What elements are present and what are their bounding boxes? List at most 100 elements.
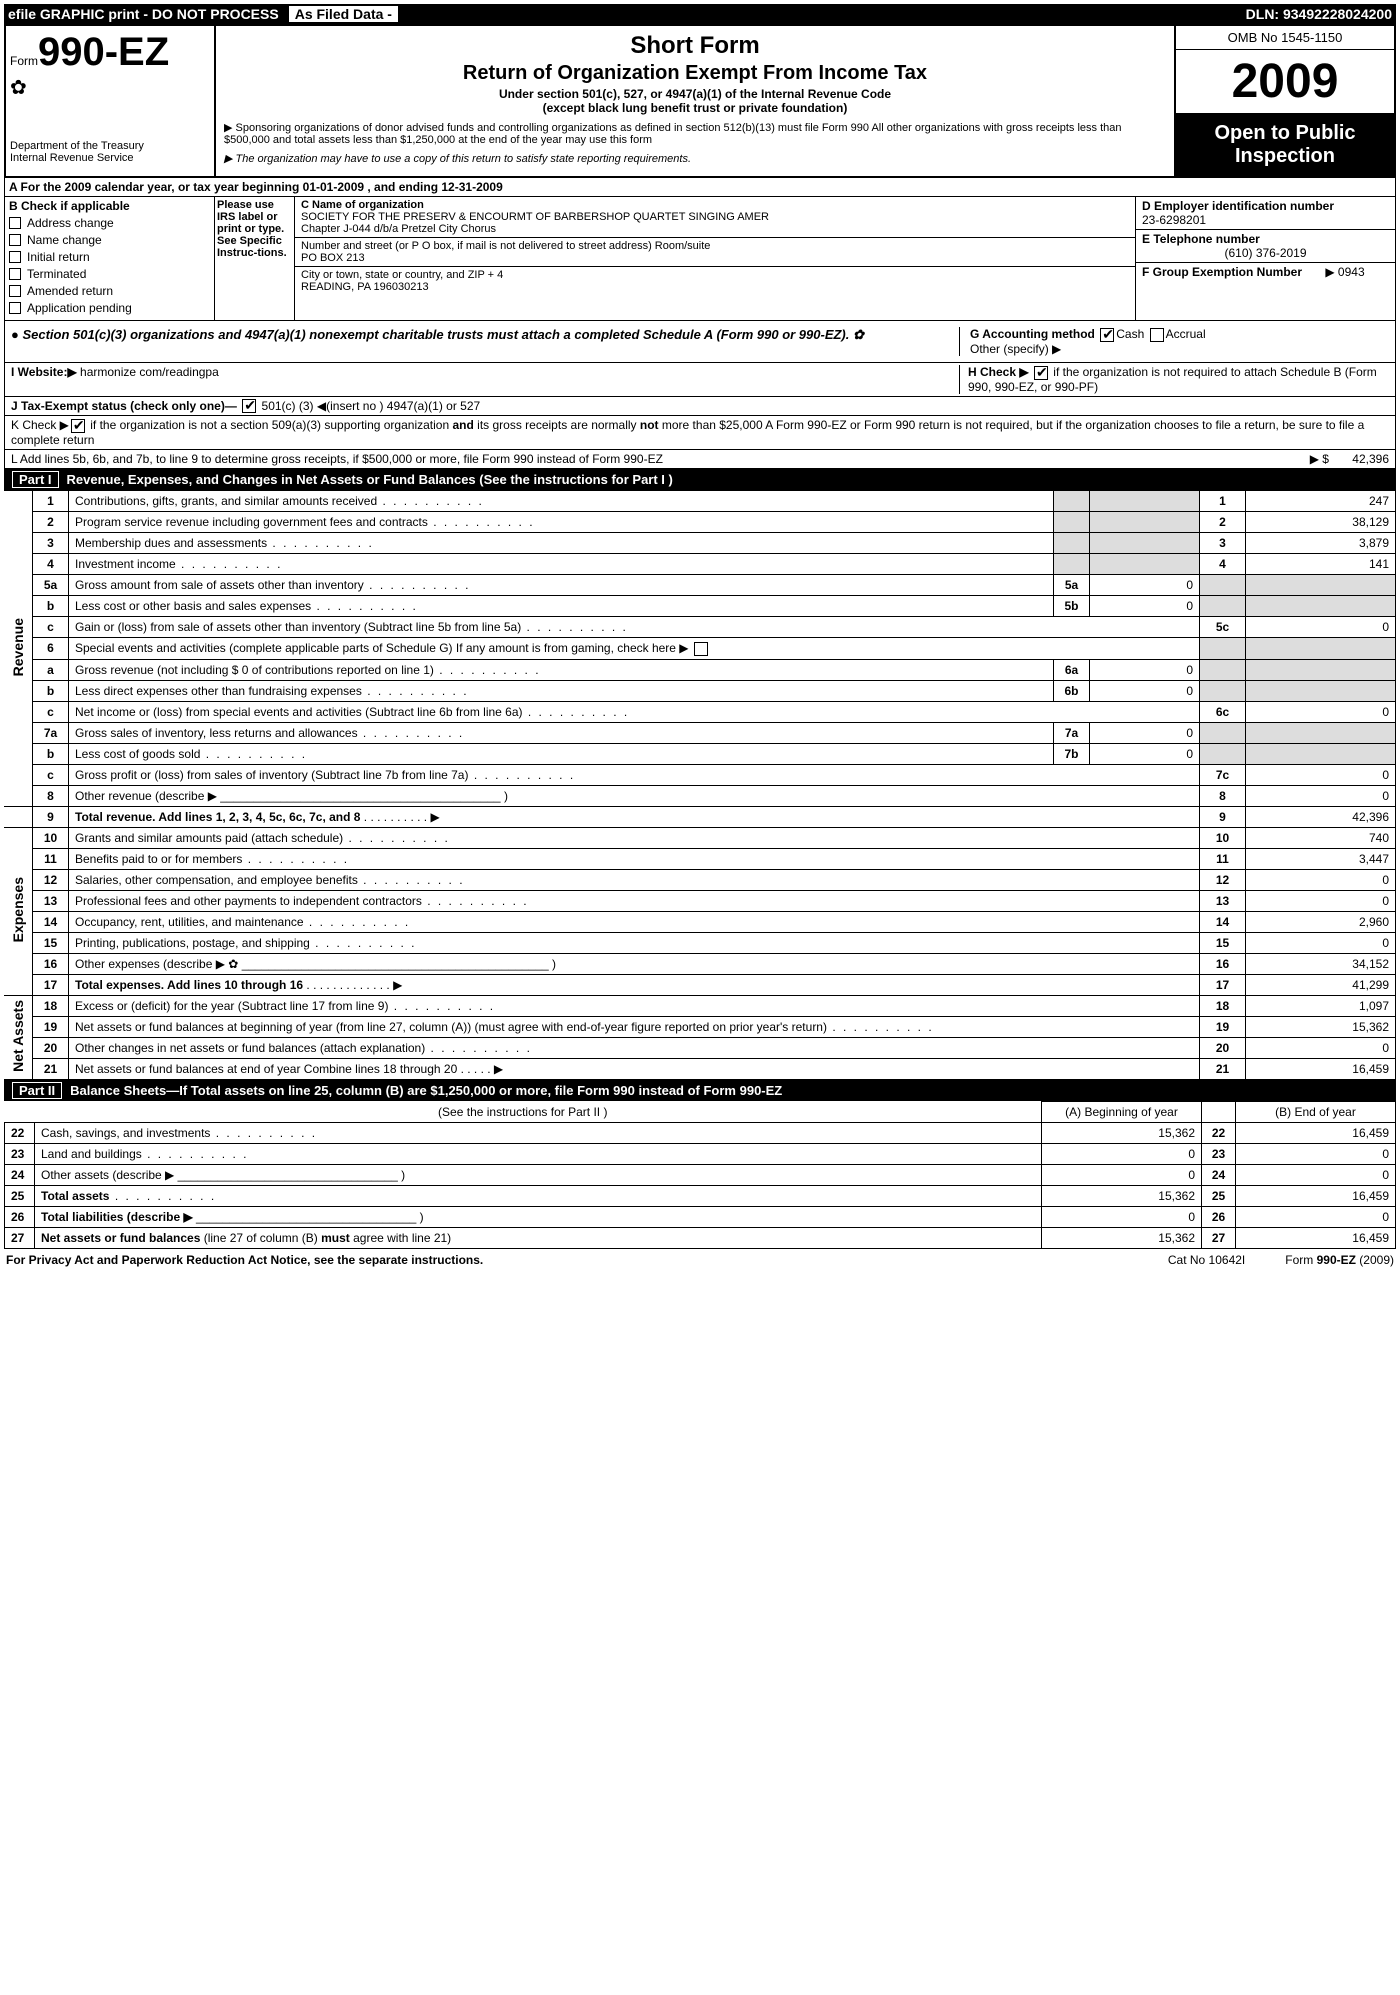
l1-desc: Contributions, gifts, grants, and simila… xyxy=(69,491,1054,512)
chk-name[interactable]: Name change xyxy=(9,233,210,247)
bal-row-26: 26Total liabilities (describe ▶ ________… xyxy=(5,1207,1396,1228)
g-label: G Accounting method xyxy=(970,327,1095,341)
l18-desc: Excess or (deficit) for the year (Subtra… xyxy=(69,996,1200,1017)
l16-val: 34,152 xyxy=(1246,954,1396,975)
l9-desc: Total revenue. Add lines 1, 2, 3, 4, 5c,… xyxy=(69,807,1200,828)
schedule-row: ● Section 501(c)(3) organizations and 49… xyxy=(4,321,1396,363)
col-irs-instr: Please use IRS label or print or type. S… xyxy=(215,197,295,320)
l13-val: 0 xyxy=(1246,891,1396,912)
l13-desc: Professional fees and other payments to … xyxy=(69,891,1200,912)
l5a-desc: Gross amount from sale of assets other t… xyxy=(69,575,1054,596)
l7b-desc: Less cost of goods sold xyxy=(69,744,1054,765)
l19-desc: Net assets or fund balances at beginning… xyxy=(69,1017,1200,1038)
chk-initial[interactable]: Initial return xyxy=(9,250,210,264)
l7c-desc: Gross profit or (loss) from sales of inv… xyxy=(69,765,1200,786)
chk-terminated[interactable]: Terminated xyxy=(9,267,210,281)
col-b: B Check if applicable Address change Nam… xyxy=(5,197,215,320)
l11-val: 3,447 xyxy=(1246,849,1396,870)
chk-address[interactable]: Address change xyxy=(9,216,210,230)
title-section: Form990-EZ ✿ Department of the Treasury … xyxy=(4,24,1396,178)
l21-desc: Net assets or fund balances at end of ye… xyxy=(69,1059,1200,1080)
street-label: Number and street (or P O box, if mail i… xyxy=(301,240,1129,252)
col-b-title: B Check if applicable xyxy=(9,199,210,213)
chk-amended[interactable]: Amended return xyxy=(9,284,210,298)
l17-val: 41,299 xyxy=(1246,975,1396,996)
l5a-val: 0 xyxy=(1090,575,1200,596)
form-id-box: Form990-EZ ✿ Department of the Treasury … xyxy=(6,26,216,176)
l20-val: 0 xyxy=(1246,1038,1396,1059)
irs-label: Internal Revenue Service xyxy=(10,152,210,164)
chk-accrual[interactable] xyxy=(1150,328,1164,342)
efile-label: efile GRAPHIC print - DO NOT PROCESS xyxy=(8,6,279,22)
l6b-desc: Less direct expenses other than fundrais… xyxy=(69,681,1054,702)
omb-no: OMB No 1545-1150 xyxy=(1176,26,1394,50)
h-text: if the organization is not required to a… xyxy=(968,365,1377,394)
chk-pending[interactable]: Application pending xyxy=(9,301,210,315)
asfiled-label: As Filed Data - xyxy=(289,6,398,22)
chk-501c[interactable] xyxy=(242,399,256,413)
row-k: K Check ▶ if the organization is not a s… xyxy=(4,416,1396,450)
l14-val: 2,960 xyxy=(1246,912,1396,933)
netassets-label: Net Assets xyxy=(10,1000,26,1072)
bal-row-25: 25Total assets15,3622516,459 xyxy=(5,1186,1396,1207)
ein-label: D Employer identification number xyxy=(1142,199,1389,213)
l4-val: 141 xyxy=(1246,554,1396,575)
bal-row-24: 24Other assets (describe ▶ _____________… xyxy=(5,1165,1396,1186)
part2-table: (See the instructions for Part II ) (A) … xyxy=(4,1101,1396,1249)
colB-head: (B) End of year xyxy=(1236,1102,1396,1123)
l3-val: 3,879 xyxy=(1246,533,1396,554)
bal-row-27: 27Net assets or fund balances (line 27 o… xyxy=(5,1228,1396,1249)
group-no: ▶ 0943 xyxy=(1325,265,1364,279)
l8-val: 0 xyxy=(1246,786,1396,807)
gh-box: G Accounting method Cash Accrual Other (… xyxy=(959,327,1389,356)
chk-k[interactable] xyxy=(71,419,85,433)
org-name: SOCIETY FOR THE PRESERV & ENCOURMT OF BA… xyxy=(301,211,1129,223)
row-j: J Tax-Exempt status (check only one)— 50… xyxy=(4,397,1396,417)
name-label: C Name of organization xyxy=(301,199,1129,211)
l2-val: 38,129 xyxy=(1246,512,1396,533)
l7c-val: 0 xyxy=(1246,765,1396,786)
row-a: A For the 2009 calendar year, or tax yea… xyxy=(4,178,1396,197)
tel: (610) 376-2019 xyxy=(1142,246,1389,260)
sub1: Under section 501(c), 527, or 4947(a)(1)… xyxy=(224,87,1166,101)
l6b-val: 0 xyxy=(1090,681,1200,702)
l11-desc: Benefits paid to or for members xyxy=(69,849,1200,870)
open-inspection: Open to Public Inspection xyxy=(1176,114,1394,176)
l17-desc: Total expenses. Add lines 10 through 16 … xyxy=(69,975,1200,996)
dept-label: Department of the Treasury xyxy=(10,140,210,152)
bal-row-22: 22Cash, savings, and investments15,36222… xyxy=(5,1123,1396,1144)
ein: 23-6298201 xyxy=(1142,213,1389,227)
main-title: Return of Organization Exempt From Incom… xyxy=(224,62,1166,85)
chk-gaming[interactable] xyxy=(694,642,708,656)
note2: ▶ The organization may have to use a cop… xyxy=(224,152,1166,165)
l6a-desc: Gross revenue (not including $ 0 of cont… xyxy=(69,660,1054,681)
l5b-desc: Less cost or other basis and sales expen… xyxy=(69,596,1054,617)
chk-cash[interactable] xyxy=(1100,328,1114,342)
city-label: City or town, state or country, and ZIP … xyxy=(301,269,1129,281)
form-number: 990-EZ xyxy=(38,30,169,74)
col-c: C Name of organization SOCIETY FOR THE P… xyxy=(295,197,1135,320)
l9-val: 42,396 xyxy=(1246,807,1396,828)
l3-desc: Membership dues and assessments xyxy=(69,533,1054,554)
chapter: Chapter J-044 d/b/a Pretzel City Chorus xyxy=(301,223,1129,235)
short-form-title: Short Form xyxy=(224,32,1166,60)
website: harmonize com/readingpa xyxy=(80,365,219,379)
l10-val: 740 xyxy=(1246,828,1396,849)
l5c-desc: Gain or (loss) from sale of assets other… xyxy=(69,617,1200,638)
privacy-notice: For Privacy Act and Paperwork Reduction … xyxy=(6,1253,483,1267)
l12-desc: Salaries, other compensation, and employ… xyxy=(69,870,1200,891)
note1: ▶ Sponsoring organizations of donor advi… xyxy=(224,121,1166,146)
g-other: Other (specify) ▶ xyxy=(970,342,1389,356)
chk-h[interactable] xyxy=(1034,366,1048,380)
part1-header: Part IRevenue, Expenses, and Changes in … xyxy=(4,469,1396,490)
l7b-val: 0 xyxy=(1090,744,1200,765)
l15-desc: Printing, publications, postage, and shi… xyxy=(69,933,1200,954)
l7a-val: 0 xyxy=(1090,723,1200,744)
l5c-val: 0 xyxy=(1246,617,1396,638)
group-label: F Group Exemption Number xyxy=(1142,265,1302,279)
part2-header: Part IIBalance Sheets—If Total assets on… xyxy=(4,1080,1396,1101)
l21-val: 16,459 xyxy=(1246,1059,1396,1080)
l8-desc: Other revenue (describe ▶ ______________… xyxy=(69,786,1200,807)
header-bar: efile GRAPHIC print - DO NOT PROCESS As … xyxy=(4,4,1396,24)
l6c-desc: Net income or (loss) from special events… xyxy=(69,702,1200,723)
